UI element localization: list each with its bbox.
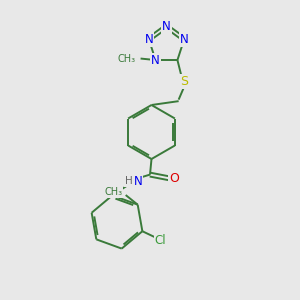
Text: N: N xyxy=(180,33,189,46)
Text: N: N xyxy=(151,53,160,67)
Text: O: O xyxy=(169,172,179,185)
Text: N: N xyxy=(134,175,142,188)
Text: Cl: Cl xyxy=(154,234,166,247)
Text: H: H xyxy=(124,176,132,186)
Text: N: N xyxy=(144,33,153,46)
Text: CH₃: CH₃ xyxy=(118,53,136,64)
Text: CH₃: CH₃ xyxy=(105,187,123,197)
Text: S: S xyxy=(180,75,188,88)
Text: N: N xyxy=(162,20,171,33)
